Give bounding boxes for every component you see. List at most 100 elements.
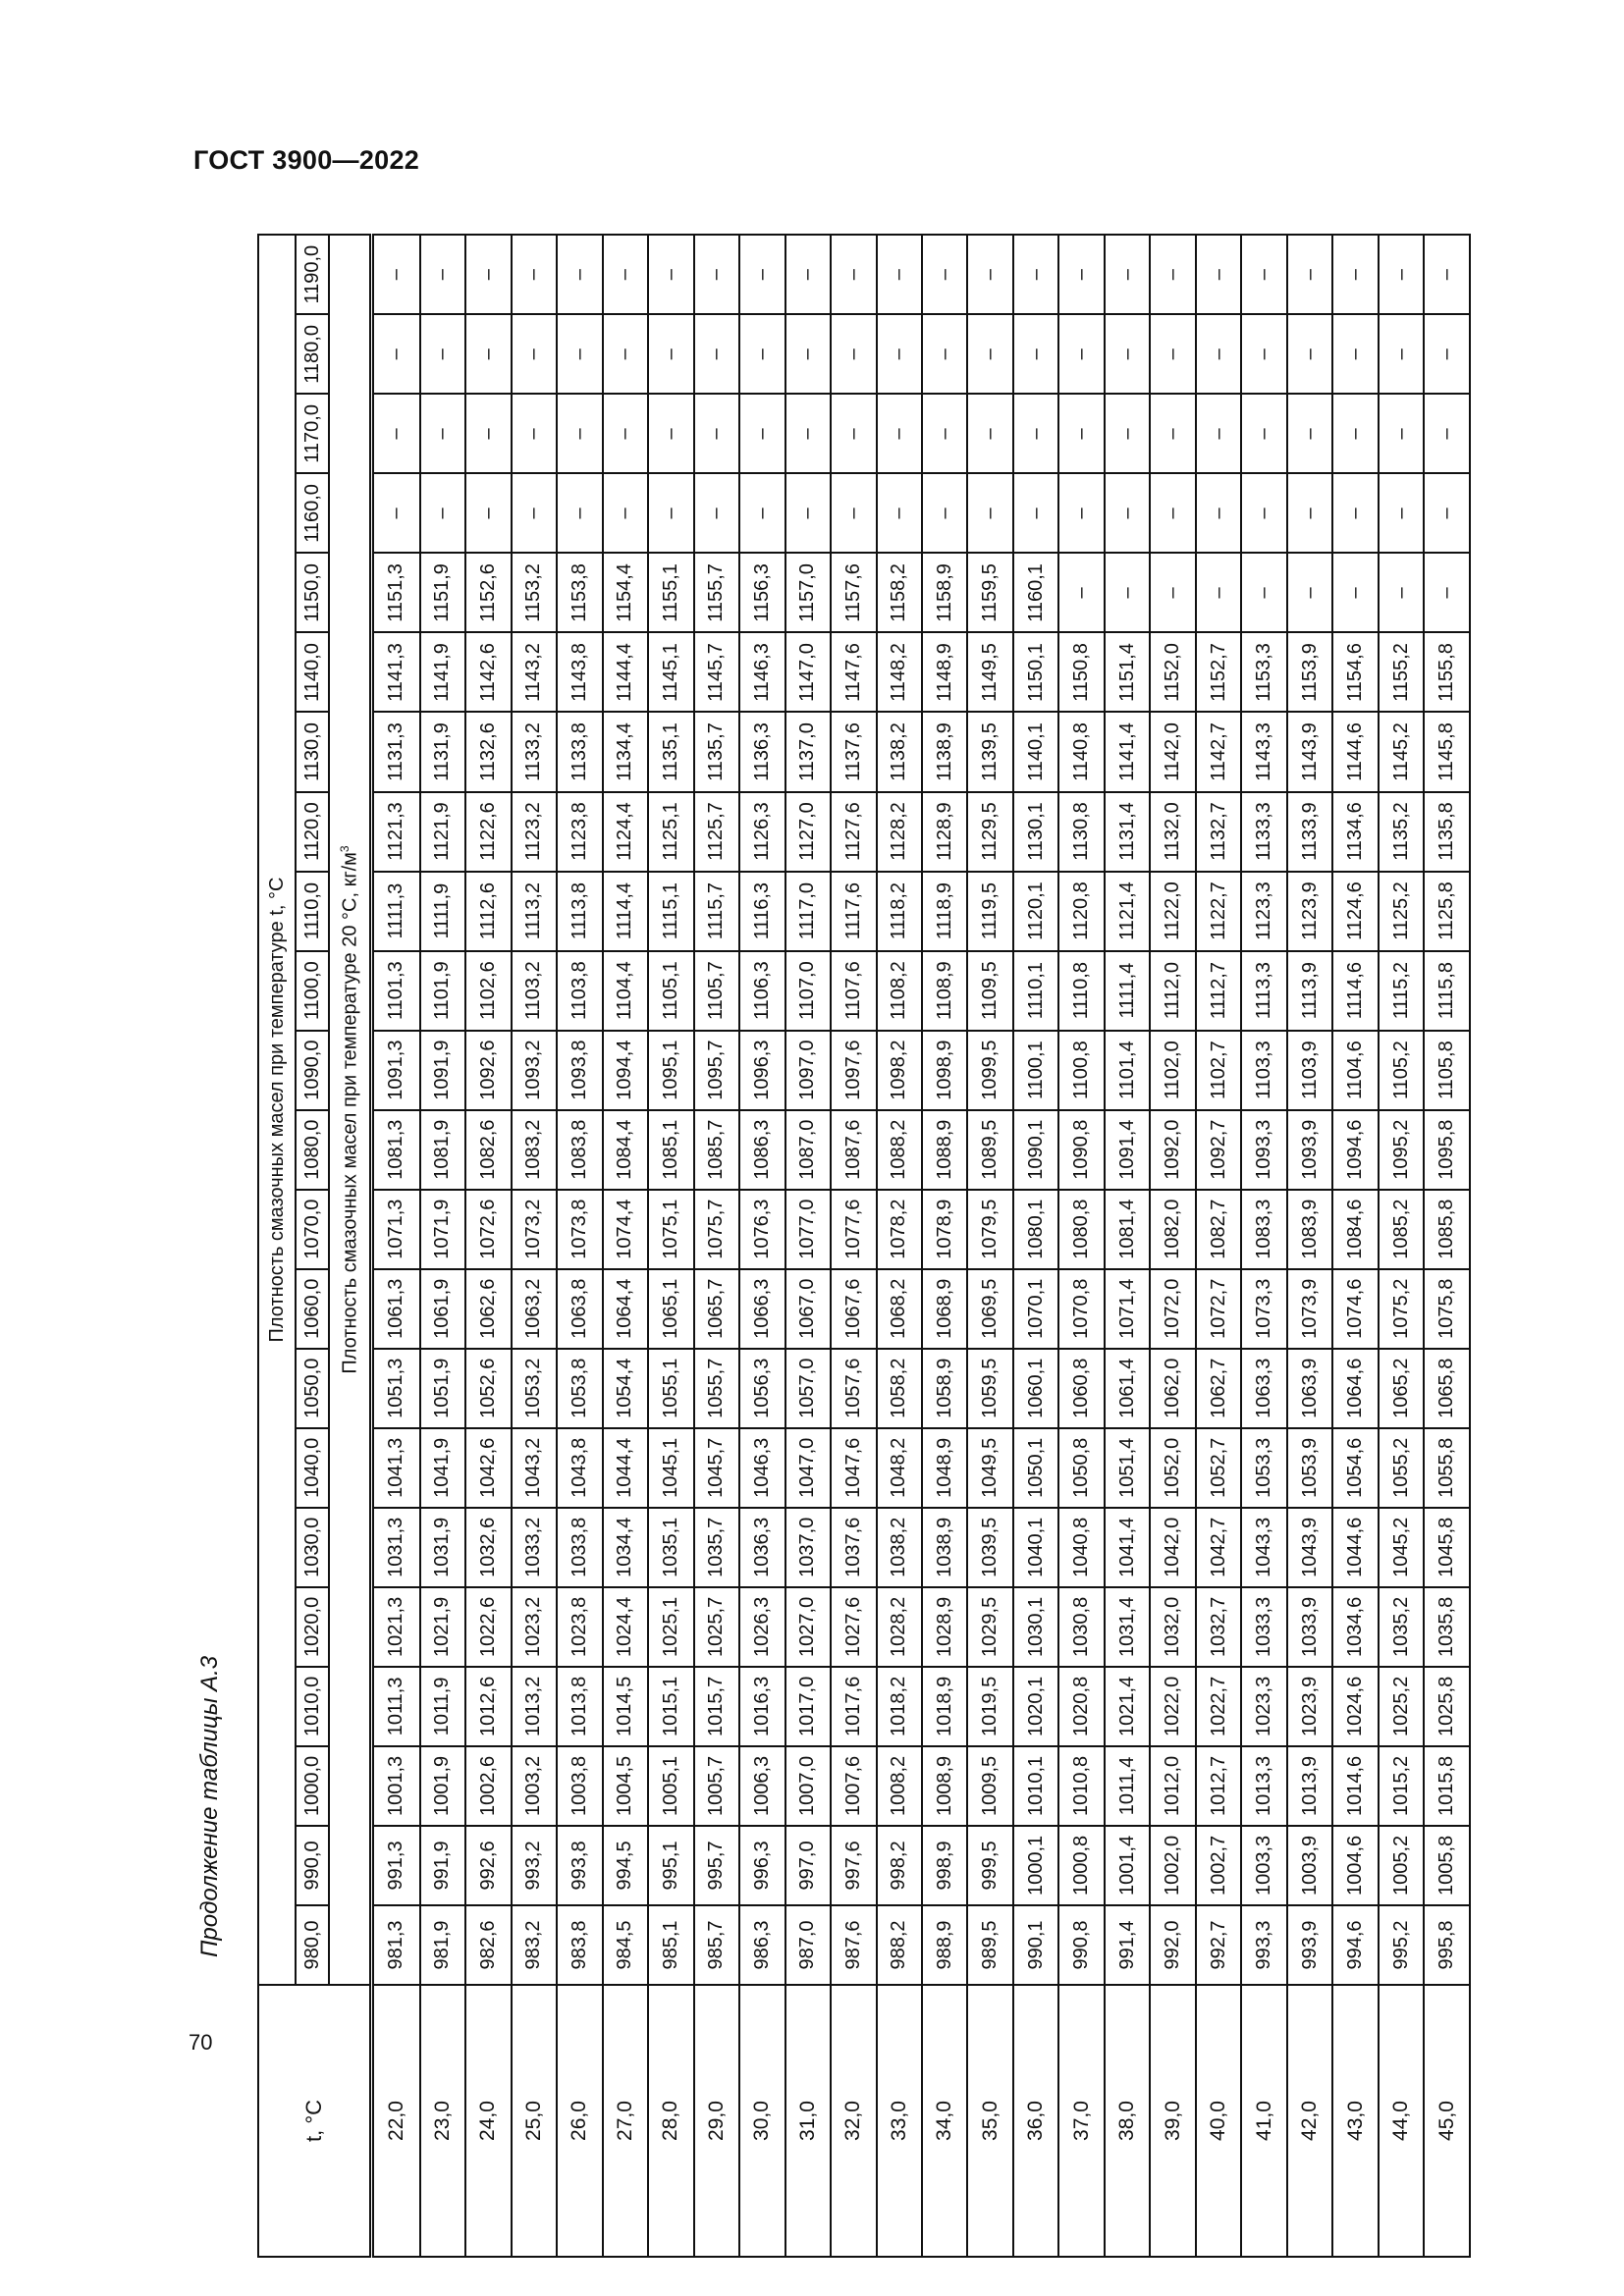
- density-value-cell: 1012,6: [465, 1666, 512, 1746]
- density-value-cell: 999,5: [967, 1825, 1013, 1905]
- density-value-cell: –: [1241, 314, 1287, 395]
- density-value-cell: –: [1286, 314, 1333, 395]
- density-value-cell: 1131,3: [371, 712, 420, 792]
- density-value-cell: 1054,4: [602, 1348, 649, 1428]
- density-value-cell: 1140,1: [1012, 712, 1059, 792]
- density-column-header: 1090,0: [296, 1030, 329, 1110]
- density-value-cell: 1051,4: [1104, 1427, 1151, 1508]
- density-value-cell: 1152,6: [465, 553, 512, 633]
- density-value-cell: 1042,6: [465, 1427, 512, 1508]
- density-value-cell: 998,2: [876, 1825, 922, 1905]
- density-value-cell: 1021,9: [419, 1586, 466, 1667]
- density-value-cell: 1097,6: [831, 1030, 877, 1110]
- density-value-cell: 1014,5: [602, 1666, 649, 1746]
- density-value-cell: 1095,2: [1378, 1109, 1425, 1190]
- density-value-cell: 1073,2: [511, 1189, 558, 1269]
- density-column-header: 1060,0: [296, 1268, 329, 1349]
- density-value-cell: 985,1: [648, 1904, 694, 1985]
- density-value-cell: 1115,7: [693, 871, 740, 951]
- density-value-cell: 1098,2: [876, 1030, 922, 1110]
- density-value-cell: 1005,8: [1424, 1825, 1470, 1905]
- density-value-cell: 1087,0: [785, 1109, 832, 1190]
- density-column-header: 1140,0: [296, 632, 329, 713]
- density-column-header: 1020,0: [296, 1586, 329, 1667]
- density-value-cell: –: [419, 235, 466, 315]
- density-value-cell: –: [1058, 473, 1105, 554]
- density-value-cell: 1015,8: [1424, 1745, 1470, 1826]
- density-value-cell: 1013,8: [557, 1666, 603, 1746]
- density-value-cell: 1092,7: [1195, 1109, 1242, 1190]
- density-value-cell: 995,2: [1378, 1904, 1425, 1985]
- temperature-cell: 42,0: [1286, 1985, 1333, 2257]
- density-value-cell: 1102,7: [1195, 1030, 1242, 1110]
- density-value-cell: 1093,3: [1241, 1109, 1287, 1190]
- density-value-cell: 1063,9: [1286, 1348, 1333, 1428]
- density-value-cell: –: [831, 235, 877, 315]
- density-value-cell: 986,3: [739, 1904, 785, 1985]
- density-value-cell: –: [1150, 314, 1196, 395]
- density-value-cell: 1090,1: [1012, 1109, 1059, 1190]
- density-value-cell: 1072,6: [465, 1189, 512, 1269]
- density-value-cell: –: [876, 473, 922, 554]
- density-value-cell: 1040,8: [1058, 1507, 1105, 1587]
- density-value-cell: 1094,4: [602, 1030, 649, 1110]
- density-value-cell: –: [371, 314, 420, 395]
- density-value-cell: 991,4: [1104, 1904, 1151, 1985]
- table-row: 30,0 986,3 996,3 1006,3 1016,3 1026,3 1036,3 10…: [739, 235, 785, 2257]
- density-value-cell: –: [1424, 473, 1470, 554]
- density-value-cell: –: [511, 314, 558, 395]
- temperature-column-header: t, °C: [258, 1985, 372, 2257]
- density-value-cell: 1033,2: [511, 1507, 558, 1587]
- density-value-cell: 1037,6: [831, 1507, 877, 1587]
- density-column-header: 1040,0: [296, 1427, 329, 1508]
- density-value-cell: 1094,6: [1332, 1109, 1379, 1190]
- density-value-cell: 1065,2: [1378, 1348, 1425, 1428]
- density-value-cell: 1018,2: [876, 1666, 922, 1746]
- density-value-cell: –: [739, 394, 785, 474]
- density-value-cell: 1020,8: [1058, 1666, 1105, 1746]
- density-column-header: 1150,0: [296, 553, 329, 633]
- density-value-cell: –: [1104, 235, 1151, 315]
- density-value-cell: –: [419, 314, 466, 395]
- density-value-cell: –: [1424, 394, 1470, 474]
- density-value-cell: 1043,9: [1286, 1507, 1333, 1587]
- density-value-cell: 1032,0: [1150, 1586, 1196, 1667]
- density-value-cell: –: [1195, 314, 1242, 395]
- density-value-cell: 1008,9: [922, 1745, 968, 1826]
- density-value-cell: 1113,9: [1286, 950, 1333, 1031]
- density-value-cell: 1121,9: [419, 791, 466, 872]
- density-value-cell: 1102,0: [1150, 1030, 1196, 1110]
- density-value-cell: 1160,1: [1012, 553, 1059, 633]
- table-row: 27,0 984,5 994,5 1004,5 1014,5 1024,4 1034,4 10…: [602, 235, 649, 2257]
- table-row: 38,0 991,4 1001,4 1011,4 1021,4 1031,4 1041,4 1…: [1104, 235, 1151, 2257]
- density-value-cell: –: [557, 394, 603, 474]
- density-value-cell: 1073,8: [557, 1189, 603, 1269]
- density-value-cell: 1016,3: [739, 1666, 785, 1746]
- temperature-cell: 28,0: [648, 1985, 694, 2257]
- density-value-cell: 1105,7: [693, 950, 740, 1031]
- density-value-cell: –: [693, 394, 740, 474]
- density-value-cell: 1044,6: [1332, 1507, 1379, 1587]
- density-value-cell: 1038,2: [876, 1507, 922, 1587]
- density-value-cell: 995,7: [693, 1825, 740, 1905]
- density-value-cell: 1110,1: [1012, 950, 1059, 1031]
- density-value-cell: –: [831, 473, 877, 554]
- density-value-cell: 1011,4: [1104, 1745, 1151, 1826]
- density-value-cell: 1069,5: [967, 1268, 1013, 1349]
- density-value-cell: 1081,9: [419, 1109, 466, 1190]
- temperature-cell: 37,0: [1058, 1985, 1105, 2257]
- density-value-cell: 1037,0: [785, 1507, 832, 1587]
- density-value-cell: 1031,4: [1104, 1586, 1151, 1667]
- density-value-cell: 1036,3: [739, 1507, 785, 1587]
- density-column-header: 1130,0: [296, 712, 329, 792]
- density-value-cell: 1065,1: [648, 1268, 694, 1349]
- table-row: 39,0 992,0 1002,0 1012,0 1022,0 1032,0 1042,0 1…: [1150, 235, 1196, 2257]
- density-value-cell: –: [785, 473, 832, 554]
- density-value-cell: 1083,2: [511, 1109, 558, 1190]
- density-column-header: 990,0: [296, 1825, 329, 1905]
- density-value-cell: 1157,6: [831, 553, 877, 633]
- density-value-cell: –: [602, 394, 649, 474]
- density-value-cell: 1109,5: [967, 950, 1013, 1031]
- density-value-cell: –: [557, 235, 603, 315]
- density-value-cell: –: [1424, 553, 1470, 633]
